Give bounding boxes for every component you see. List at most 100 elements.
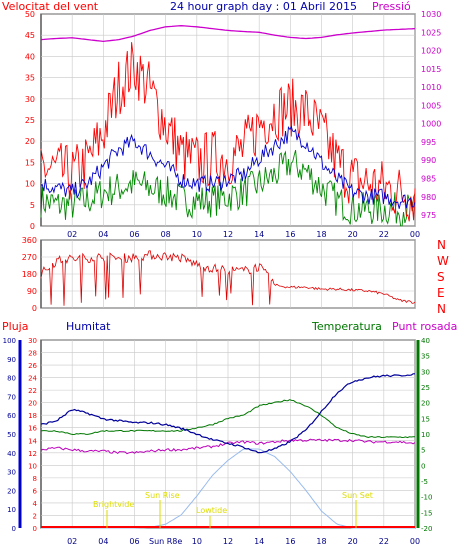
- clim-x-tick-label: 04: [98, 537, 108, 546]
- pressure-y-tick-label: 985: [421, 174, 436, 183]
- temperature-y-tick-label: 15: [421, 415, 430, 423]
- humidity-y-tick-label: 100: [3, 337, 16, 345]
- humidity-y-tick-label: 40: [7, 450, 16, 458]
- humidity-y-tick-label: 80: [7, 375, 16, 383]
- rain-y-tick-label: 6: [33, 487, 38, 495]
- humidity-y-tick-label: 50: [7, 431, 16, 439]
- clim-x-tick-label: Sun R8e: [149, 537, 182, 546]
- wind-x-tick-label: 00: [410, 230, 420, 239]
- pressure-y-tick-label: 980: [421, 193, 436, 202]
- clim-x-tick-label: 06: [129, 537, 139, 546]
- rain-y-tick-label: 14: [28, 437, 37, 445]
- wind-y-tick-label: 25: [25, 116, 35, 125]
- temperature-y-tick-label: 10: [421, 431, 430, 439]
- rain-y-tick-label: 0: [33, 525, 37, 533]
- rain-y-tick-label: 24: [28, 375, 37, 383]
- temperature-y-tick-label: -15: [421, 509, 432, 517]
- pressure-title: Pressió: [372, 0, 411, 13]
- dewpoint-series: [40, 438, 416, 455]
- rain-y-tick-label: 20: [28, 400, 37, 408]
- temperature-y-tick-label: 30: [421, 368, 430, 376]
- clim-x-tick-label: 12: [223, 537, 233, 546]
- wind-x-tick-label: 12: [223, 230, 233, 239]
- sunset-label: Sun Set: [342, 491, 373, 500]
- pressure-y-tick-label: 975: [421, 211, 436, 220]
- graph-title: 24 hour graph day : 01 Abril 2015: [170, 0, 357, 13]
- rain-y-tick-label: 12: [28, 450, 37, 458]
- wind-x-tick-label: 22: [379, 230, 389, 239]
- dir-y-tick-label: 270: [22, 253, 37, 262]
- direction-series: [40, 250, 416, 306]
- pressure-y-tick-label: 1005: [421, 101, 441, 110]
- wind-x-tick-label: 06: [129, 230, 139, 239]
- wind-x-tick-label: 04: [98, 230, 108, 239]
- rain-y-tick-label: 2: [33, 512, 37, 520]
- humidity-y-tick-label: 70: [7, 393, 16, 401]
- humidity-y-tick-label: 30: [7, 469, 16, 477]
- temperature-series: [40, 399, 415, 439]
- dir-y-tick-label: 360: [22, 236, 37, 245]
- wind-speed-title: Velocitat del vent: [2, 0, 99, 13]
- temperature-y-tick-label: 5: [421, 447, 425, 455]
- temperature-y-tick-label: -10: [421, 494, 432, 502]
- clim-x-tick-label: 14: [254, 537, 264, 546]
- wind-x-tick-label: 18: [316, 230, 326, 239]
- brightvide-label: Brightvide: [93, 500, 134, 509]
- compass-n-bottom: N: [437, 302, 446, 316]
- wind-x-tick-label: 20: [348, 230, 358, 239]
- compass-s: S: [437, 270, 445, 284]
- clim-x-tick-label: 20: [348, 537, 358, 546]
- pressure-series: [40, 25, 416, 43]
- wind-x-tick-label: 14: [254, 230, 264, 239]
- clim-x-tick-label: 02: [67, 537, 77, 546]
- clim-x-tick-label: 00: [410, 537, 420, 546]
- humidity-title: Humitat: [66, 320, 111, 333]
- humidity-y-tick-label: 60: [7, 412, 16, 420]
- humidity-y-tick-label: 10: [7, 506, 16, 514]
- rain-y-tick-label: 4: [33, 500, 38, 508]
- wind-x-tick-label: 08: [161, 230, 171, 239]
- wind-x-tick-label: 10: [192, 230, 202, 239]
- wind-y-tick-label: 45: [25, 31, 35, 40]
- wind-y-tick-label: 10: [25, 180, 35, 189]
- wind-y-tick-label: 15: [25, 158, 35, 167]
- wind-y-tick-label: 5: [30, 201, 35, 210]
- dewpoint-title: Punt rosada: [392, 320, 457, 333]
- compass-n-top: N: [437, 238, 446, 252]
- rain-title: Pluja: [2, 320, 28, 333]
- wind-min-series: [40, 149, 416, 227]
- sunrise-label: Sun Rise: [145, 491, 180, 500]
- wind-y-tick-label: 40: [25, 52, 35, 61]
- wind-x-tick-label: 16: [285, 230, 295, 239]
- clim-x-tick-label: 10: [192, 537, 202, 546]
- temperature-y-tick-label: 35: [421, 353, 430, 361]
- pressure-y-tick-label: 1025: [421, 28, 441, 37]
- wind-max-series: [40, 42, 416, 222]
- wind-avg-series: [40, 125, 416, 209]
- rain-y-tick-label: 28: [28, 350, 37, 358]
- wind-y-tick-label: 20: [25, 137, 35, 146]
- humidity-y-tick-label: 20: [7, 487, 16, 495]
- humidity-y-tick-label: 0: [12, 525, 16, 533]
- wind-y-tick-label: 50: [25, 10, 35, 19]
- clim-x-tick-label: 22: [379, 537, 389, 546]
- rain-y-tick-label: 22: [28, 387, 37, 395]
- wind-y-tick-label: 35: [25, 74, 35, 83]
- dir-y-tick-label: 90: [27, 287, 37, 296]
- rain-y-tick-label: 16: [28, 425, 37, 433]
- clim-x-tick-label: 18: [316, 537, 326, 546]
- compass-labels: N W S E N: [437, 238, 449, 316]
- clim-x-tick-label: 16: [285, 537, 295, 546]
- temperature-y-tick-label: 25: [421, 384, 430, 392]
- lowtide-label: Lowtide: [196, 506, 227, 515]
- wind-x-tick-label: 02: [67, 230, 77, 239]
- compass-e: E: [437, 286, 445, 300]
- dir-y-tick-label: 180: [22, 270, 37, 279]
- annotations: Brightvide Sun Rise Lowtide Sun Set: [93, 491, 373, 528]
- temperature-y-tick-label: 40: [421, 337, 430, 345]
- pressure-y-tick-label: 1030: [421, 10, 441, 19]
- wind-y-tick-label: 30: [25, 95, 35, 104]
- pressure-y-tick-label: 1020: [421, 47, 441, 56]
- pressure-y-tick-label: 995: [421, 138, 436, 147]
